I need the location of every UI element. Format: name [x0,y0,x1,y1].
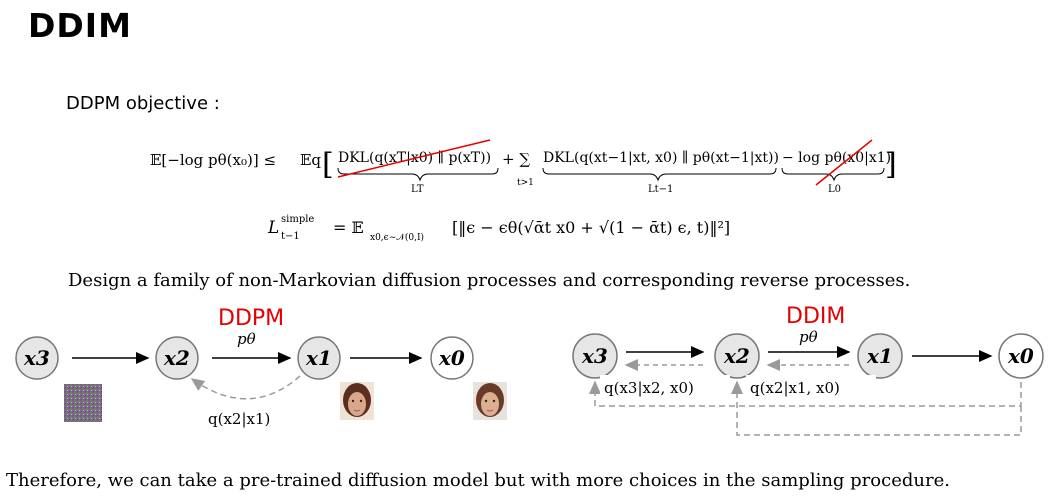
ddim-node-x2-label: x2 [723,344,750,368]
slide-title: DDIM [28,6,132,45]
ddim-label: DDIM [786,304,846,329]
conclusion-text: Therefore, we can take a pre-trained dif… [6,470,950,491]
brace-lt1-label: Lt−1 [648,184,673,195]
ddpm-node-x3-label: x3 [23,346,50,370]
ddim-edge-label: pθ [799,328,818,346]
face-image-0 [473,382,507,420]
ddpm-forward-label: q(x2|x1) [208,410,270,428]
face-image-1 [340,382,374,420]
eq2-lhs: L [267,218,279,238]
ddpm-node-x0 [430,336,474,380]
ddpm-node-x3 [15,336,59,380]
eq1-sum-index: t>1 [517,178,534,188]
eq1-term-l0: − log pθ(x0|x1) [782,150,891,166]
ddim-label-bg-1 [600,375,730,399]
eq2-lhs-sup: simple [281,214,314,225]
eq1-term-lt1: DKL(q(xt−1|xt, x0) ∥ pθ(xt−1|xt)) [543,150,779,166]
eq2-eq: = 𝔼 [333,218,364,237]
ddim-diagram: x3 x2 x1 x0 pθ q(x3|x2, x0) q(x2|x1, x0) [572,328,1044,436]
eq1-expect: 𝔼q [300,151,321,169]
objective-equations: 𝔼[−log pθ(x₀)] ≤ 𝔼q [ DKL(q(xT|x0) ∥ p(x… [150,139,897,243]
ddim-label-bg-2 [746,375,876,399]
eq1-lhs: 𝔼[−log pθ(x₀)] ≤ [150,151,276,169]
ddpm-node-x0-label: x0 [438,346,465,370]
ddim-node-x2 [714,333,760,379]
ddim-node-x0-label: x0 [1007,344,1034,368]
ddim-node-x1-label: x1 [866,344,893,368]
ddim-skip-x0-x2 [731,380,1022,436]
ddpm-node-x2-label: x2 [163,346,190,370]
noise-image [64,384,102,422]
ddim-skip-x0-x3 [589,380,1022,407]
brace-l0-label: L0 [828,184,841,195]
brace-l0 [781,167,885,182]
ddim-node-x3 [572,333,618,379]
brace-lt-label: LT [411,184,424,195]
eq2-eq-sub: x0,ϵ∼𝒩(0,I) [370,232,424,243]
objective-label: DDPM objective : [66,93,220,114]
strike-lt [337,139,491,178]
ddim-forward-label-1: q(x3|x2, x0) [604,379,694,397]
ddpm-node-x1-label: x1 [305,346,332,370]
strike-l0 [815,139,873,186]
ddim-node-x3-label: x3 [581,344,608,368]
eq2-lhs-sub: t−1 [281,231,300,242]
ddim-node-x1 [857,333,903,379]
ddpm-diagram: x3 x2 x1 x0 pθ q(x2|x1) [15,330,507,428]
ddpm-forward-arrow [190,375,301,400]
ddpm-node-x2 [155,336,199,380]
brace-lt [337,167,499,182]
eq1-bracket-right: ] [885,147,897,182]
brace-lt1 [542,167,777,182]
design-text: Design a family of non-Markovian diffusi… [68,270,911,291]
ddpm-edge-label: pθ [237,330,256,348]
eq1-bracket-left: [ [322,147,334,182]
eq2-rhs: [‖ϵ − ϵθ(√ᾱt x0 + √(1 − ᾱt) ϵ, t)‖²] [452,218,730,237]
ddim-node-x0 [998,333,1044,379]
ddim-forward-label-2: q(x2|x1, x0) [750,379,840,397]
ddpm-label: DDPM [218,306,285,331]
eq1-plus-sum: + ∑ [502,150,530,168]
ddpm-node-x1 [297,336,341,380]
